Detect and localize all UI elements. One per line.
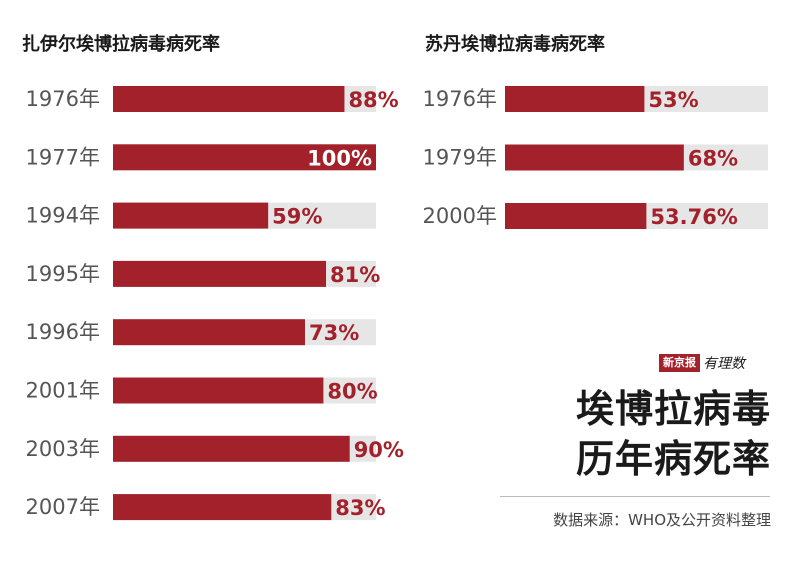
headline-line1: 埃博拉病毒	[575, 387, 771, 431]
zaire-bar	[113, 319, 305, 346]
zaire-bar	[113, 144, 376, 171]
sudan-year-label: 1976年	[423, 87, 497, 111]
divider	[500, 496, 770, 497]
headline-line2: 历年病死率	[575, 437, 771, 481]
zaire-year-label: 1995年	[26, 262, 100, 286]
zaire-bar	[113, 202, 269, 229]
zaire-value-label: 100%	[307, 146, 372, 170]
zaire-chart-title: 扎伊尔埃博拉病毒病死率	[22, 34, 220, 55]
sudan-bar	[505, 203, 647, 229]
zaire-value-label: 80%	[327, 380, 377, 404]
zaire-year-label: 1994年	[26, 204, 100, 228]
sudan-bar-chart: 1976年 53% 1979年 68% 2000年 53.76%	[423, 86, 768, 229]
zaire-bar	[113, 260, 327, 287]
sudan-value-label: 53%	[648, 88, 698, 112]
zaire-value-label: 73%	[309, 321, 359, 345]
zaire-year-label: 2001年	[26, 379, 100, 403]
logo-script: 有理数	[703, 356, 745, 372]
sudan-bar	[505, 86, 645, 112]
zaire-bar	[113, 494, 332, 521]
sudan-bar	[505, 144, 684, 171]
zaire-year-label: 1976年	[26, 87, 100, 111]
xjb-logo: 新京报 有理数	[659, 353, 745, 373]
zaire-value-label: 88%	[348, 88, 398, 112]
zaire-value-label: 81%	[330, 263, 380, 287]
sudan-chart-title: 苏丹埃博拉病毒病死率	[425, 34, 605, 55]
zaire-year-label: 2007年	[26, 495, 100, 519]
zaire-year-label: 1977年	[26, 145, 100, 169]
zaire-bar-chart: 1976年 88% 1977年 100% 1994年 59% 1995年 81% 1996年 73…	[26, 86, 404, 521]
sudan-value-label: 68%	[688, 147, 738, 171]
sudan-year-label: 2000年	[423, 204, 497, 228]
zaire-bar	[113, 377, 324, 404]
zaire-bar	[113, 435, 350, 462]
zaire-bar	[113, 86, 345, 112]
zaire-value-label: 59%	[272, 205, 322, 229]
sudan-value-label: 53.76%	[650, 205, 737, 229]
zaire-year-label: 2003年	[26, 437, 100, 461]
zaire-year-label: 1996年	[26, 320, 100, 344]
headline: 埃博拉病毒 历年病死率	[576, 384, 771, 484]
source-note: 数据来源：WHO及公开资料整理	[553, 511, 771, 529]
zaire-value-label: 90%	[354, 438, 404, 462]
zaire-value-label: 83%	[335, 496, 385, 520]
logo-box: 新京报	[659, 354, 700, 372]
sudan-year-label: 1979年	[423, 146, 497, 170]
